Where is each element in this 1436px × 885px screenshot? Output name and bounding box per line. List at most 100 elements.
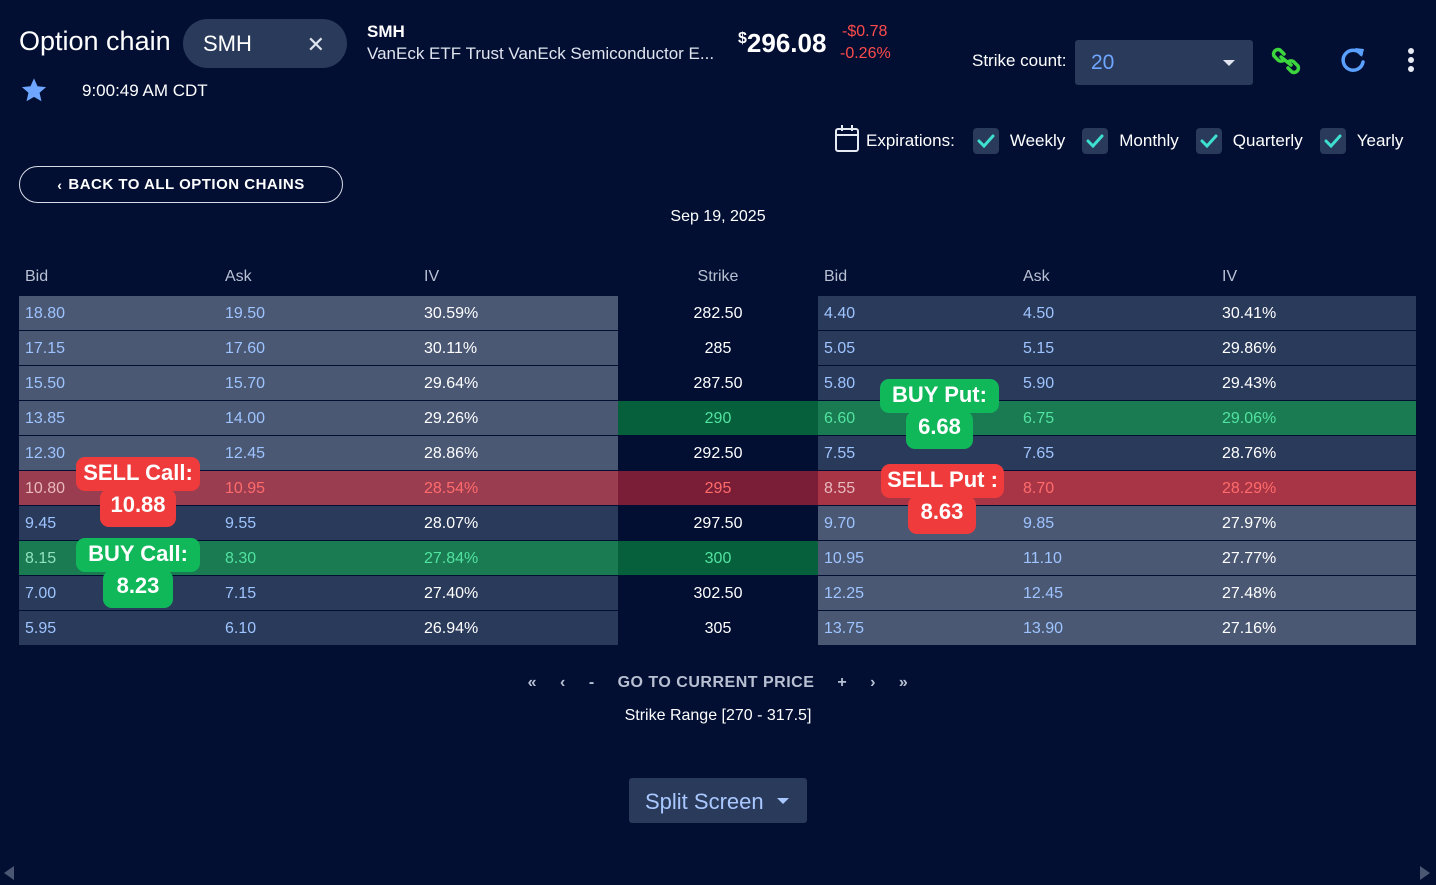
put-bid-cell[interactable]: 5.05 (824, 340, 856, 357)
call-iv-cell[interactable]: 30.59% (424, 305, 479, 322)
strike-cell[interactable]: 282.50 (693, 305, 743, 322)
go-to-current-price-button[interactable]: GO TO CURRENT PRICE (617, 674, 815, 691)
strike-cell[interactable]: 290 (704, 410, 732, 427)
put-bid-cell[interactable]: 13.75 (824, 620, 865, 637)
strike-cell[interactable]: 300 (704, 550, 732, 567)
call-iv-cell[interactable]: 28.54% (424, 480, 479, 497)
put-row-bg (818, 331, 1416, 365)
put-ask-cell[interactable]: 12.45 (1023, 585, 1064, 602)
call-ask-cell[interactable]: 7.15 (225, 585, 257, 602)
sell-put-value-badge: 8.63 (908, 496, 976, 534)
strike-cell[interactable]: 305 (704, 620, 732, 637)
split-screen-button[interactable]: Split Screen (629, 778, 807, 823)
call-iv-cell[interactable]: 30.11% (424, 340, 478, 357)
put-iv-cell[interactable]: 27.77% (1222, 550, 1277, 567)
star-icon[interactable] (19, 76, 49, 110)
yearly-checkbox[interactable] (1319, 128, 1346, 154)
call-ask-cell[interactable]: 6.10 (225, 620, 257, 637)
put-bid-cell[interactable]: 7.55 (824, 445, 856, 462)
weekly-checkbox[interactable] (972, 128, 999, 154)
put-iv-cell[interactable]: 29.86% (1222, 340, 1277, 357)
put-iv-cell[interactable]: 27.48% (1222, 585, 1277, 602)
scroll-left-icon[interactable] (4, 866, 14, 880)
strike-cell[interactable]: 292.50 (693, 445, 743, 462)
put-bid-cell[interactable]: 10.95 (824, 550, 865, 567)
put-ask-cell[interactable]: 9.85 (1023, 515, 1055, 532)
close-icon[interactable]: ✕ (306, 32, 325, 57)
call-bid-cell[interactable]: 17.15 (25, 340, 66, 357)
put-iv-cell[interactable]: 29.06% (1222, 410, 1277, 427)
quarterly-checkbox[interactable] (1195, 128, 1222, 154)
last-page-icon[interactable]: » (898, 674, 909, 691)
put-ask-cell[interactable]: 4.50 (1023, 305, 1055, 322)
strike-count-select[interactable]: 20 (1075, 40, 1253, 85)
put-bid-cell[interactable]: 8.55 (824, 480, 856, 497)
buy-put-value: 6.68 (918, 414, 961, 439)
call-bid-cell[interactable]: 7.00 (25, 585, 57, 602)
put-bid-cell[interactable]: 12.25 (824, 585, 865, 602)
prev-page-icon[interactable]: ‹ (560, 674, 566, 691)
call-iv-cell[interactable]: 27.84% (424, 550, 479, 567)
call-iv-cell[interactable]: 29.26% (424, 410, 479, 427)
checkmark-icon (1324, 134, 1342, 148)
buy-call-value: 8.23 (116, 573, 160, 598)
back-to-all-button[interactable]: ‹ BACK TO ALL OPTION CHAINS (19, 166, 343, 203)
call-ask-cell[interactable]: 9.55 (225, 515, 257, 532)
symbol-input[interactable]: SMH ✕ (183, 19, 347, 68)
scroll-right-icon[interactable] (1420, 866, 1430, 880)
call-ask-cell[interactable]: 17.60 (225, 340, 266, 357)
put-ask-cell[interactable]: 5.15 (1023, 340, 1055, 357)
call-ask-cell[interactable]: 10.95 (225, 480, 266, 497)
put-iv-cell[interactable]: 29.43% (1222, 375, 1277, 392)
call-iv-cell[interactable]: 28.86% (424, 445, 479, 462)
next-page-icon[interactable]: › (870, 674, 876, 691)
header-strike: Strike (697, 268, 739, 285)
put-ask-cell[interactable]: 8.70 (1023, 480, 1055, 497)
strike-cell[interactable]: 287.50 (693, 375, 743, 392)
call-ask-cell[interactable]: 12.45 (225, 445, 266, 462)
put-bid-cell[interactable]: 6.60 (824, 410, 856, 427)
strike-cell[interactable]: 302.50 (693, 585, 743, 602)
put-ask-cell[interactable]: 11.10 (1023, 550, 1062, 567)
call-iv-cell[interactable]: 29.64% (424, 375, 479, 392)
call-bid-cell[interactable]: 18.80 (25, 305, 66, 322)
put-iv-cell[interactable]: 27.97% (1222, 515, 1277, 532)
first-page-icon[interactable]: « (527, 674, 538, 691)
put-ask-cell[interactable]: 7.65 (1023, 445, 1055, 462)
call-iv-cell[interactable]: 27.40% (424, 585, 479, 602)
put-bid-cell[interactable]: 9.70 (824, 515, 856, 532)
decrease-range-button[interactable]: - (588, 674, 595, 691)
call-iv-cell[interactable]: 28.07% (424, 515, 479, 532)
call-bid-cell[interactable]: 12.30 (25, 445, 66, 462)
put-iv-cell[interactable]: 30.41% (1222, 305, 1277, 322)
more-vertical-icon[interactable] (1405, 46, 1417, 81)
call-ask-cell[interactable]: 19.50 (225, 305, 266, 322)
put-ask-cell[interactable]: 13.90 (1023, 620, 1064, 637)
call-bid-cell[interactable]: 10.80 (25, 480, 66, 497)
strike-cell[interactable]: 297.50 (693, 515, 743, 532)
put-ask-cell[interactable]: 6.75 (1023, 410, 1055, 427)
put-row-bg (818, 296, 1416, 330)
put-bid-cell[interactable]: 4.40 (824, 305, 856, 322)
call-ask-cell[interactable]: 15.70 (225, 375, 266, 392)
put-bid-cell[interactable]: 5.80 (824, 375, 856, 392)
call-bid-cell[interactable]: 13.85 (25, 410, 66, 427)
increase-range-button[interactable]: + (837, 674, 848, 691)
strike-cell[interactable]: 295 (704, 480, 732, 497)
put-iv-cell[interactable]: 28.76% (1222, 445, 1277, 462)
put-iv-cell[interactable]: 27.16% (1222, 620, 1277, 637)
put-ask-cell[interactable]: 5.90 (1023, 375, 1055, 392)
call-bid-cell[interactable]: 5.95 (25, 620, 57, 637)
call-bid-cell[interactable]: 8.15 (25, 550, 57, 567)
strike-cell[interactable]: 285 (704, 340, 732, 357)
refresh-icon[interactable] (1338, 45, 1368, 80)
call-ask-cell[interactable]: 8.30 (225, 550, 257, 567)
link-icon[interactable] (1271, 45, 1301, 82)
monthly-checkbox[interactable] (1082, 128, 1109, 154)
header-put-ask: Ask (1023, 268, 1050, 285)
call-iv-cell[interactable]: 26.94% (424, 620, 479, 637)
call-ask-cell[interactable]: 14.00 (225, 410, 266, 427)
call-bid-cell[interactable]: 9.45 (25, 515, 57, 532)
call-bid-cell[interactable]: 15.50 (25, 375, 66, 392)
put-iv-cell[interactable]: 28.29% (1222, 480, 1277, 497)
